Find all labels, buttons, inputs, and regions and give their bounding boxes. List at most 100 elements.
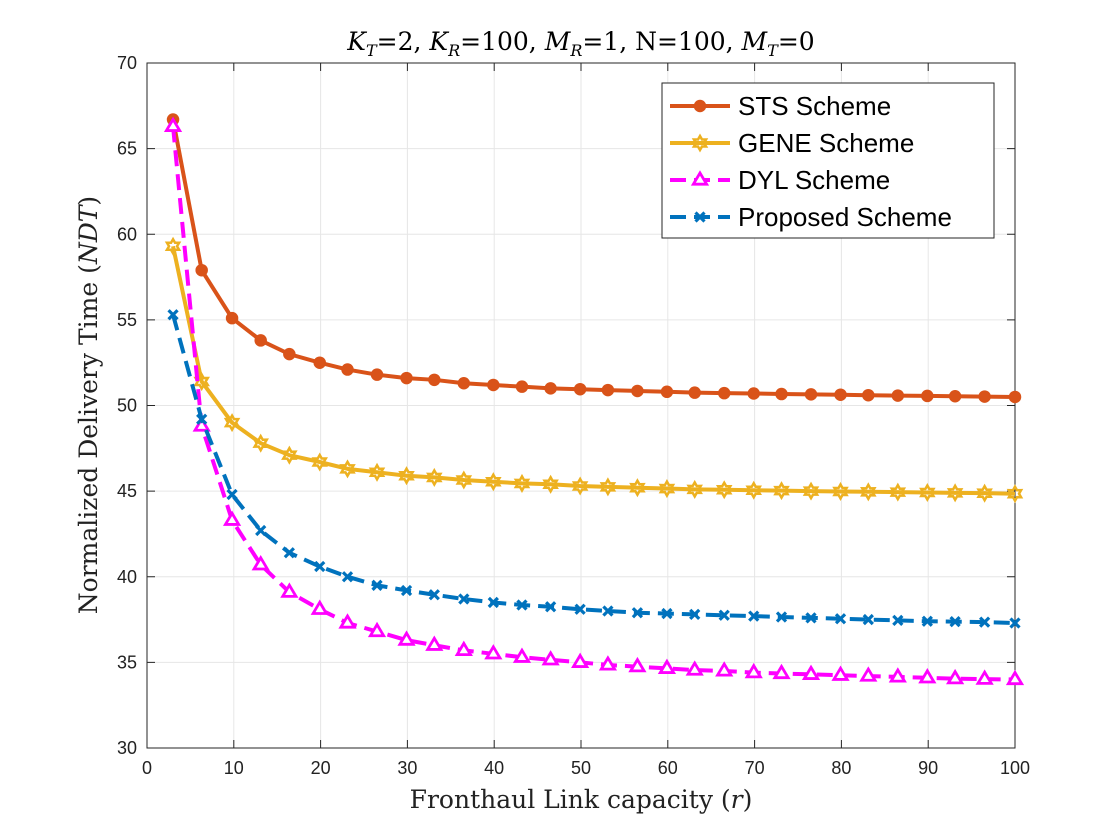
data-point <box>773 481 790 501</box>
data-point <box>314 560 326 573</box>
x-axis-label: Fronthaul Link capacity (r) <box>410 785 753 814</box>
data-point <box>281 445 298 465</box>
data-point <box>428 373 441 387</box>
data-point <box>341 571 354 583</box>
data-point <box>860 482 877 502</box>
data-point <box>629 478 646 498</box>
legend-marker <box>691 133 709 153</box>
data-point <box>978 390 991 403</box>
data-point <box>428 589 440 601</box>
data-point <box>745 480 762 500</box>
data-point <box>341 363 354 376</box>
data-point <box>859 666 878 682</box>
data-point <box>862 388 875 402</box>
data-point <box>251 555 270 571</box>
data-point <box>512 647 532 663</box>
x-tick-label: 30 <box>397 758 417 778</box>
data-point <box>975 669 994 685</box>
data-point <box>832 481 849 502</box>
data-point <box>689 608 701 621</box>
legend-marker <box>693 99 707 113</box>
data-point <box>599 477 617 497</box>
data-point <box>280 582 299 598</box>
data-point <box>339 459 356 479</box>
data-point <box>425 635 444 651</box>
data-point <box>313 356 326 369</box>
legend-label: GENE Scheme <box>738 128 914 158</box>
x-tick-label: 0 <box>142 758 152 778</box>
chart-title: KT=2, KR=100, MR=1, N=100, MT=0 <box>346 27 814 60</box>
data-point <box>544 601 557 613</box>
data-point <box>978 616 991 628</box>
data-point <box>196 413 208 425</box>
data-point <box>254 334 267 347</box>
legend-item-proposed-scheme: Proposed Scheme <box>670 202 952 232</box>
data-point <box>1009 617 1021 629</box>
data-point <box>485 472 502 492</box>
data-point <box>919 482 936 503</box>
data-point <box>400 371 413 385</box>
data-point <box>223 413 241 433</box>
data-point <box>371 579 383 591</box>
data-point <box>400 584 413 597</box>
y-tick-labels: 30 35 40 45 50 55 60 65 70 <box>117 53 137 758</box>
data-point <box>948 390 962 403</box>
data-point <box>921 389 934 403</box>
series-group <box>163 113 1025 686</box>
axes-box <box>146 62 1016 749</box>
data-point <box>167 309 179 321</box>
y-tick-label: 50 <box>117 396 137 416</box>
data-point <box>748 610 760 622</box>
series-sts-scheme <box>166 113 1022 404</box>
data-point <box>631 384 644 398</box>
x-tick-label: 60 <box>658 758 678 778</box>
data-point <box>685 660 704 676</box>
data-point <box>397 630 416 646</box>
data-point <box>574 603 586 615</box>
y-tick-label: 65 <box>117 139 137 159</box>
data-point <box>715 661 734 677</box>
data-point <box>801 664 821 680</box>
data-point <box>164 236 182 256</box>
y-tick-label: 45 <box>117 481 137 501</box>
data-point <box>1005 669 1025 686</box>
x-tick-label: 100 <box>1000 758 1030 778</box>
data-point <box>310 599 329 615</box>
legend-item-sts-scheme: STS Scheme <box>670 91 891 121</box>
series-proposed-scheme <box>167 309 1021 629</box>
data-point <box>945 668 965 685</box>
data-point <box>775 387 788 401</box>
data-point <box>515 380 529 393</box>
data-point <box>772 663 791 680</box>
legend-item-gene-scheme: GENE Scheme <box>670 128 914 158</box>
data-point <box>686 479 703 499</box>
data-point <box>283 347 296 361</box>
data-point <box>457 376 471 390</box>
data-point <box>368 462 386 482</box>
x-tick-labels: 0 10 20 30 40 50 60 70 80 90 100 <box>142 758 1030 778</box>
data-point <box>718 609 730 621</box>
data-point <box>367 621 387 638</box>
data-point <box>976 483 993 503</box>
legend-label: DYL Scheme <box>738 165 890 195</box>
data-point <box>601 383 615 397</box>
data-point <box>573 382 587 396</box>
data-point <box>949 615 961 628</box>
y-tick-label: 40 <box>117 567 137 587</box>
data-point <box>834 388 847 401</box>
data-point <box>631 607 644 619</box>
series-gene-scheme <box>164 236 1024 504</box>
data-point <box>454 640 473 656</box>
y-tick-label: 70 <box>117 53 137 73</box>
data-point <box>802 481 820 501</box>
data-point <box>661 607 673 620</box>
data-point <box>598 655 618 671</box>
data-point <box>717 386 731 400</box>
data-point <box>370 368 384 381</box>
data-point <box>283 547 295 559</box>
data-point <box>226 488 238 501</box>
data-point <box>921 615 933 627</box>
x-tick-label: 90 <box>918 758 938 778</box>
x-tick-label: 40 <box>484 758 504 778</box>
data-point <box>541 650 560 666</box>
